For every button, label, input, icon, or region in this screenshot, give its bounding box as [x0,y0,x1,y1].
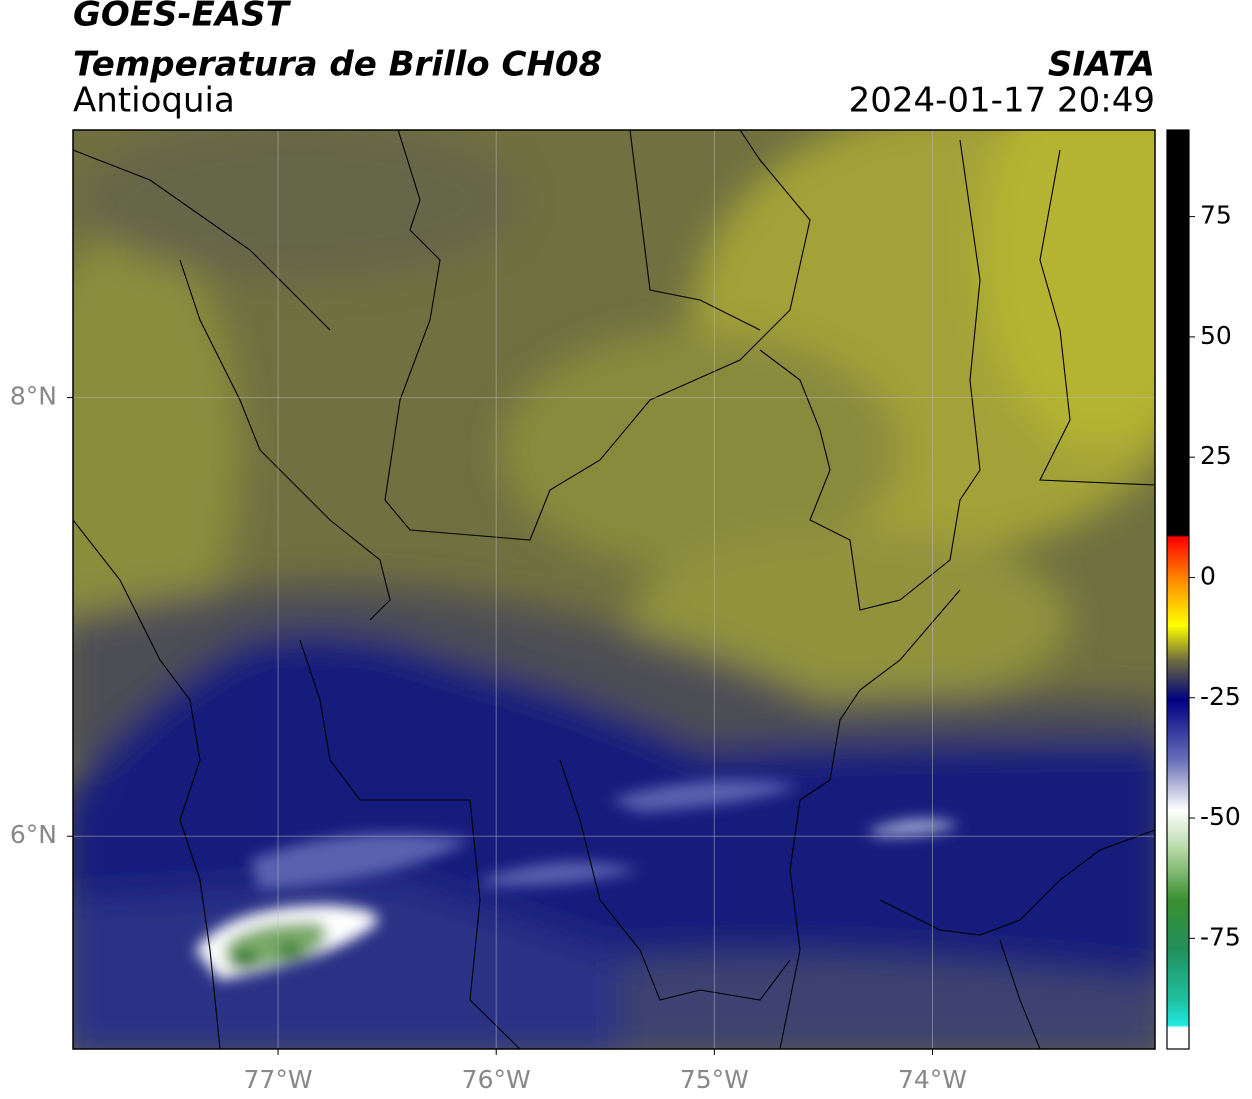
borders [73,130,1155,1049]
map-frame [72,129,1156,1050]
lat-label: 6°N [10,820,57,849]
datetime: 2024-01-17 20:49 [849,81,1155,121]
lat-label: 8°N [10,382,57,411]
lon-label: 74°W [898,1065,967,1094]
colorbar-tick-label: 0 [1200,561,1216,590]
satellite-image [73,130,1155,1049]
lon-label: 75°W [680,1065,749,1094]
grid [73,130,1155,1049]
agency: SIATA [1048,45,1155,85]
colorbar-tick-label: -25 [1200,682,1241,711]
region: Antioquia [73,81,235,121]
lon-label: 77°W [244,1065,313,1094]
colorbar-tick-label: 75 [1200,201,1232,230]
satellite-title: GOES-EAST [73,0,292,35]
colorbar-tick-label: 25 [1200,441,1232,470]
product-title: Temperatura de Brillo CH08 [73,45,602,85]
colorbar-tick-label: -75 [1200,922,1241,951]
colorbar-tick-label: 50 [1200,321,1232,350]
colorbar [1166,129,1190,1050]
lon-label: 76°W [462,1065,531,1094]
colorbar-tick-label: -50 [1200,802,1241,831]
